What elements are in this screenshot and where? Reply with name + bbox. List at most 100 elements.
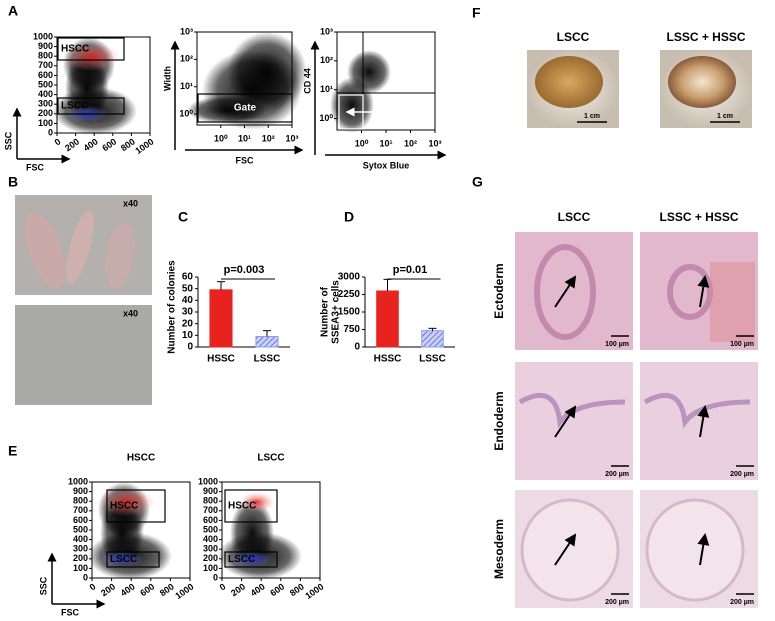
y-tick-label: 20 — [182, 318, 194, 329]
x-tick-label: 800 — [158, 581, 176, 598]
y-tick-label: 600 — [203, 515, 218, 525]
gate-label: LSCC — [61, 101, 88, 112]
x-tick-label: 10² — [404, 138, 417, 148]
gate-label: LSCC — [110, 554, 137, 565]
y-tick-label: 200 — [203, 553, 218, 563]
y-tick-label: 10³ — [180, 26, 193, 36]
density-cloud — [64, 43, 120, 71]
x-tick-label: 400 — [82, 136, 100, 153]
density-cloud — [347, 50, 391, 94]
y-tick-label: 10³ — [320, 26, 333, 36]
y-axis-label: SSC — [38, 576, 48, 595]
arrow — [554, 533, 577, 566]
annotation: p=0.01 — [393, 264, 428, 276]
y-tick-label: 0 — [187, 342, 193, 353]
y-tick-label: 0 — [354, 342, 360, 353]
y-tick-label: 30 — [182, 307, 194, 318]
tissue — [645, 498, 745, 602]
y-tick-label: 750 — [343, 324, 360, 335]
y-tick-label: 40 — [182, 295, 194, 306]
y-tick-label: 800 — [73, 496, 88, 506]
photo-label: LSCC — [557, 30, 590, 44]
x-tick-label: 200 — [63, 136, 81, 153]
x-tick-label: 0 — [88, 581, 98, 592]
gate — [57, 97, 125, 115]
y-tick-label: 400 — [203, 534, 218, 544]
y-tick-label: 800 — [38, 51, 53, 61]
y-tick-label: 100 — [38, 118, 53, 128]
y-tick-label: 700 — [73, 505, 88, 515]
y-tick-label: 1000 — [198, 476, 218, 486]
tissue — [520, 498, 620, 602]
y-axis-label: Number of — [320, 286, 331, 337]
plot-title: HSCC — [127, 453, 155, 464]
y-tick-label: 50 — [182, 283, 194, 294]
density-cloud — [227, 32, 307, 112]
x-tick-label: 1000 — [173, 581, 195, 601]
y-tick-label: 1000 — [33, 31, 53, 41]
y-tick-label: 400 — [38, 89, 53, 99]
x-tick-label: 200 — [99, 581, 117, 598]
density-cloud — [230, 551, 274, 567]
y-tick-label: 900 — [203, 486, 218, 496]
y-tick-label: 300 — [73, 544, 88, 554]
annotation: p=0.003 — [224, 264, 265, 276]
row-label: Mesoderm — [492, 519, 506, 579]
density-cloud — [100, 551, 144, 567]
x-tick-label: HSSC — [207, 354, 235, 365]
scale-label: 1 cm — [717, 113, 733, 120]
panel-label: A — [8, 3, 18, 19]
scale-label: 200 µm — [605, 471, 629, 478]
y-tick-label: 200 — [38, 108, 53, 118]
y-tick-label: 10¹ — [180, 81, 193, 91]
y-axis-label: Number of colonies — [167, 260, 178, 354]
bar — [376, 290, 399, 348]
x-tick-label: 10¹ — [238, 133, 251, 143]
y-tick-label: 300 — [38, 99, 53, 109]
y-tick-label: 600 — [38, 70, 53, 80]
plot-title: LSCC — [257, 453, 284, 464]
column-label: LSCC — [558, 210, 591, 224]
x-tick-label: 10² — [262, 133, 275, 143]
y-tick-label: 1000 — [68, 476, 88, 486]
y-tick-label: 0 — [48, 127, 53, 137]
histology-image — [640, 362, 758, 480]
specimen — [668, 56, 736, 108]
x-tick-label: 0 — [53, 136, 63, 147]
y-tick-label: 0 — [83, 572, 88, 582]
y-axis-label: CD 44 — [302, 68, 312, 94]
tissue — [710, 262, 755, 342]
column-label: LSSC + HSSC — [659, 210, 738, 224]
specimen — [535, 56, 603, 108]
y-tick-label: 10 — [182, 330, 194, 341]
y-tick-label: 500 — [203, 524, 218, 534]
gate-label: LSCC — [228, 554, 255, 565]
x-tick-label: 600 — [100, 136, 118, 153]
x-tick-label: 10³ — [285, 133, 298, 143]
y-tick-label: 60 — [182, 272, 194, 283]
y-axis-label: SSEA3+ cells — [331, 280, 342, 344]
y-axis-label: SSC — [3, 131, 13, 150]
gate — [224, 551, 278, 568]
bar — [255, 336, 279, 348]
arrow — [554, 405, 577, 438]
scale-label: 1 cm — [584, 113, 600, 120]
x-axis-label: FSC — [61, 607, 80, 617]
y-tick-label: 700 — [38, 60, 53, 70]
density-cloud — [99, 488, 155, 516]
density-cloud — [230, 498, 274, 568]
colony — [24, 212, 66, 288]
y-tick-label: 300 — [203, 544, 218, 554]
scale-label: 200 µm — [730, 471, 754, 478]
magnification: x40 — [123, 198, 138, 208]
tissue — [534, 244, 596, 340]
row-label: Endoderm — [492, 391, 506, 450]
y-tick-label: 100 — [203, 563, 218, 573]
panel-label: F — [472, 5, 481, 21]
bar — [209, 289, 233, 348]
panel-label: E — [8, 443, 17, 459]
x-tick-label: 800 — [288, 581, 306, 598]
x-tick-label: 1000 — [133, 136, 155, 156]
y-tick-label: 10¹ — [320, 84, 333, 94]
y-tick-label: 0 — [213, 572, 218, 582]
